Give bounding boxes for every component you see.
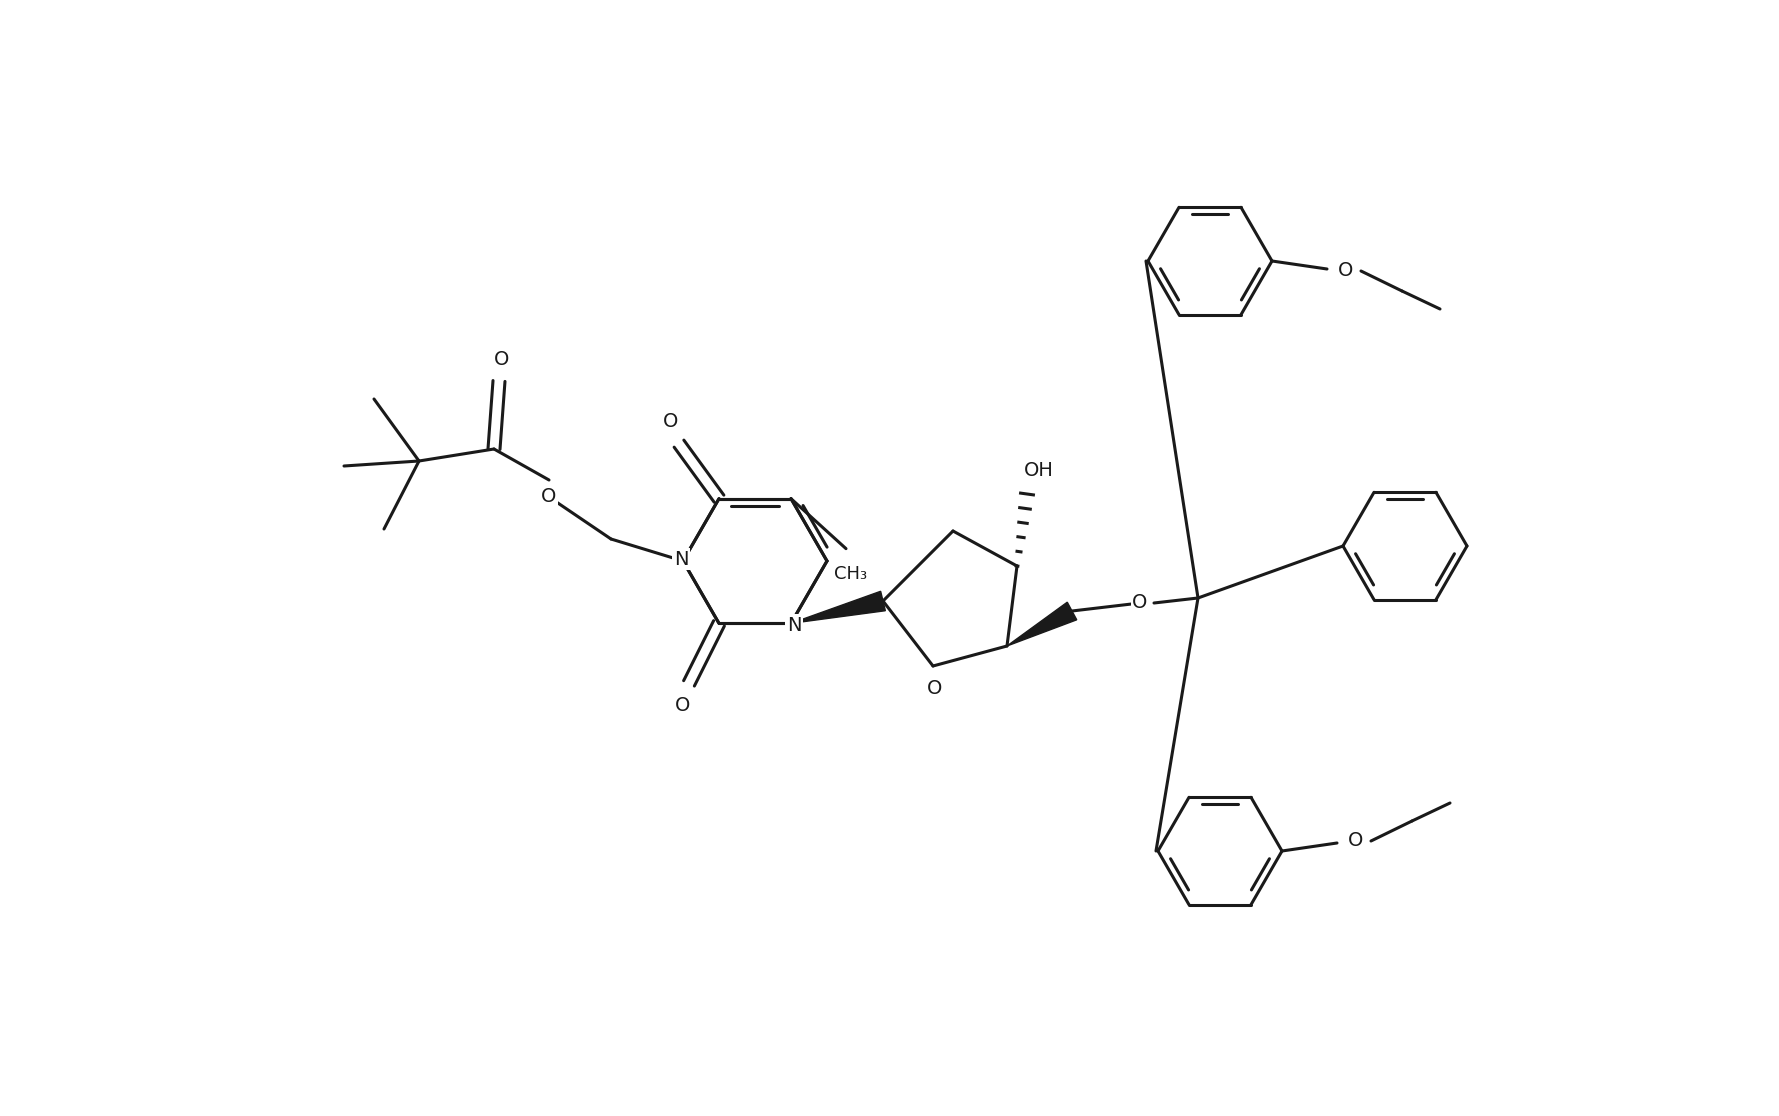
Text: O: O [927,679,943,698]
Text: CH₃: CH₃ [834,565,868,583]
Text: O: O [541,488,557,507]
Text: O: O [1131,594,1147,613]
Polygon shape [792,591,886,624]
Text: N: N [674,549,688,568]
Text: O: O [1338,261,1354,280]
Text: O: O [495,349,511,368]
Text: O: O [664,412,678,431]
Polygon shape [1007,603,1076,646]
Text: O: O [1348,831,1364,850]
Text: N: N [786,616,801,635]
Text: O: O [676,696,690,715]
Text: OH: OH [1025,462,1053,481]
